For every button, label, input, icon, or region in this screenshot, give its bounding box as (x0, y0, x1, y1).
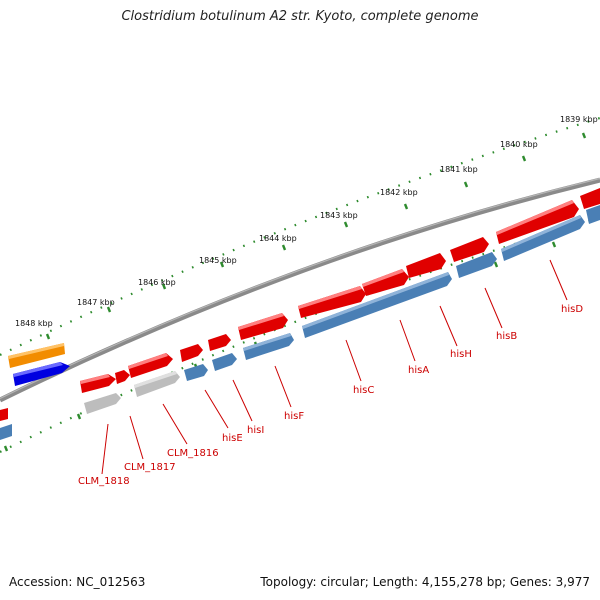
gene-label-hisd: hisD (561, 304, 583, 315)
feature-orange (8, 343, 65, 368)
gene-label-hise: hisE (222, 433, 243, 444)
tick-label-1844: 1844 kbp (259, 234, 297, 243)
gene-label-hisb: hisB (496, 331, 517, 342)
genome-title: Clostridium botulinum A2 str. Kyoto, com… (121, 9, 479, 24)
gene-label-hisf: hisF (284, 411, 304, 422)
gene-label-hish: hisH (450, 349, 472, 360)
tick-label-1848: 1848 kbp (15, 319, 53, 328)
feature-partial-blue-left (0, 424, 12, 440)
gene-label-clm-1818: CLM_1818 (78, 476, 130, 487)
tick-label-1845: 1845 kbp (199, 256, 237, 265)
gene-label-clm-1816: CLM_1816 (167, 448, 219, 459)
feature-blue (13, 362, 70, 386)
label-leaders (101, 259, 568, 475)
gene-label-clm-1817: CLM_1817 (124, 462, 176, 473)
tick-label-1847: 1847 kbp (77, 298, 115, 307)
gene-label-hisa: hisA (408, 365, 429, 376)
forward-cds-track (80, 188, 600, 393)
tick-label-1843: 1843 kbp (320, 211, 358, 220)
feature-partial-red-left (0, 408, 8, 421)
genome-backbone (0, 177, 600, 403)
accession-text: Accession: NC_012563 (9, 575, 146, 589)
tick-label-1841: 1841 kbp (440, 165, 478, 174)
tick-label-1839: 1839 kbp (560, 115, 598, 124)
tick-label-1842: 1842 kbp (380, 188, 418, 197)
tick-label-1840: 1840 kbp (500, 140, 538, 149)
reverse-cds-track (184, 205, 600, 381)
grey-feature-track (84, 371, 180, 414)
gene-label-hisc: hisC (353, 385, 374, 396)
tick-label-1846: 1846 kbp (138, 278, 176, 287)
major-ticks-outer (45, 132, 587, 340)
topology-text: Topology: circular; Length: 4,155,278 bp… (260, 575, 590, 589)
gene-label-hisi: hisI (247, 425, 264, 436)
